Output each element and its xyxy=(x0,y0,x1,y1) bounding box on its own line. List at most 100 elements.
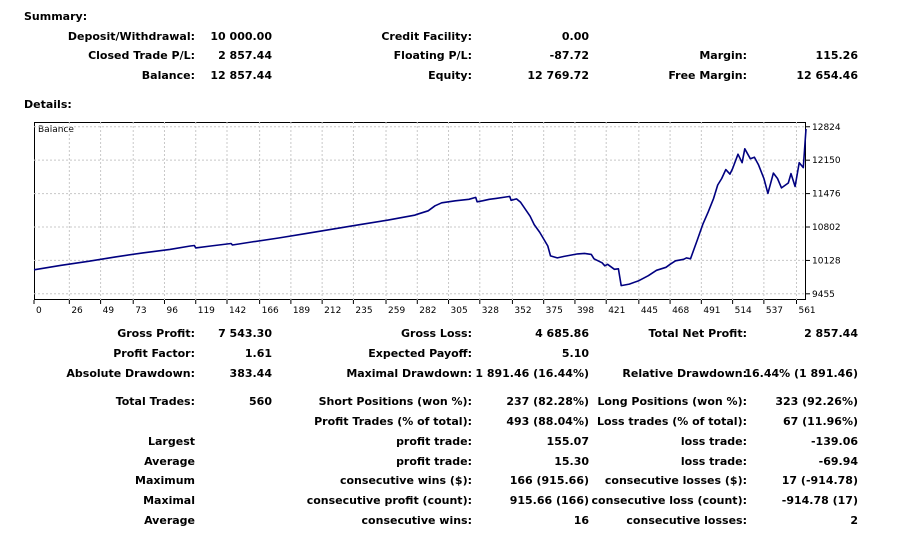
details-label: Largest xyxy=(148,435,195,448)
summary-label: Free Margin: xyxy=(668,69,747,82)
summary-label: Balance: xyxy=(141,69,195,82)
x-tick-label: 328 xyxy=(482,306,499,316)
details-label: Average xyxy=(144,514,195,527)
details-value: 7 543.30 xyxy=(218,327,272,340)
details-label: consecutive loss (count): xyxy=(591,494,747,507)
x-tick-label: 398 xyxy=(577,306,594,316)
details-label: consecutive wins ($): xyxy=(339,474,472,487)
y-tick-label: 12824 xyxy=(812,123,841,133)
details-value: -139.06 xyxy=(810,435,858,448)
x-tick-label: 259 xyxy=(388,306,405,316)
y-tick-label: 12150 xyxy=(812,156,841,166)
x-tick-label: 96 xyxy=(166,306,178,316)
details-label: Profit Factor: xyxy=(113,347,195,360)
x-tick-label: 119 xyxy=(198,306,215,316)
summary-label: Closed Trade P/L: xyxy=(88,49,195,62)
x-tick-label: 421 xyxy=(608,306,625,316)
details-value: 237 (82.28%) xyxy=(506,395,589,408)
x-tick-label: 468 xyxy=(672,306,689,316)
summary-value: 0.00 xyxy=(561,30,589,43)
details-value: 166 (915.66) xyxy=(509,474,589,487)
x-tick-label: 73 xyxy=(135,306,146,316)
details-value: -69.94 xyxy=(818,455,858,468)
x-tick-label: 235 xyxy=(355,306,372,316)
details-value: 2 xyxy=(850,514,858,527)
x-tick-label: 375 xyxy=(546,306,563,316)
details-value: 4 685.86 xyxy=(535,327,589,340)
details-label: profit trade: xyxy=(396,455,472,468)
details-label: consecutive losses: xyxy=(626,514,747,527)
x-tick-label: 561 xyxy=(798,306,815,316)
details-value: 2 857.44 xyxy=(804,327,858,340)
summary-heading: Summary: xyxy=(24,10,88,23)
details-value: 915.66 (166) xyxy=(509,494,589,507)
x-tick-label: 142 xyxy=(229,306,246,316)
details-label: Expected Payoff: xyxy=(368,347,472,360)
summary-label: Deposit/Withdrawal: xyxy=(67,30,195,43)
details-value: 323 (92.26%) xyxy=(775,395,858,408)
x-tick-label: 537 xyxy=(766,306,783,316)
details-value: 16 xyxy=(573,514,589,527)
details-label: Maximal Drawdown: xyxy=(346,367,472,380)
details-label: Maximum xyxy=(135,474,195,487)
x-tick-label: 514 xyxy=(735,306,752,316)
x-tick-label: 445 xyxy=(641,306,658,316)
x-tick-label: 49 xyxy=(103,306,115,316)
x-tick-label: 305 xyxy=(451,306,468,316)
summary-value: 12 769.72 xyxy=(527,69,589,82)
x-tick-label: 166 xyxy=(262,306,279,316)
details-label: consecutive profit (count): xyxy=(306,494,472,507)
details-label: Maximal xyxy=(143,494,195,507)
details-label: Total Net Profit: xyxy=(648,327,748,340)
y-tick-label: 10802 xyxy=(812,223,841,233)
details-label: Loss trades (% of total): xyxy=(596,415,747,428)
details-label: consecutive losses ($): xyxy=(604,474,747,487)
details-label: Total Trades: xyxy=(115,395,195,408)
details-value: 1.61 xyxy=(244,347,272,360)
details-value: 383.44 xyxy=(229,367,272,380)
y-tick-label: 9455 xyxy=(812,290,835,300)
details-label: Average xyxy=(144,455,195,468)
summary-label: Credit Facility: xyxy=(381,30,472,43)
details-value: 16.44% (1 891.46) xyxy=(744,367,858,380)
details-label: profit trade: xyxy=(396,435,472,448)
balance-chart xyxy=(34,122,806,300)
x-tick-label: 352 xyxy=(514,306,531,316)
x-tick-label: 491 xyxy=(703,306,720,316)
summary-label: Equity: xyxy=(428,69,472,82)
details-value: 15.30 xyxy=(554,455,589,468)
details-label: Long Positions (won %): xyxy=(597,395,747,408)
details-label: Short Positions (won %): xyxy=(318,395,472,408)
summary-value: 12 654.46 xyxy=(796,69,858,82)
details-label: Absolute Drawdown: xyxy=(66,367,195,380)
details-label: consecutive wins: xyxy=(361,514,472,527)
x-tick-label: 212 xyxy=(324,306,341,316)
summary-value: 12 857.44 xyxy=(210,69,272,82)
details-label: Relative Drawdown: xyxy=(622,367,747,380)
chart-legend: Balance xyxy=(38,125,74,135)
balance-series-line xyxy=(33,128,807,287)
details-value: 1 891.46 (16.44%) xyxy=(475,367,589,380)
summary-label: Margin: xyxy=(699,49,747,62)
details-label: Profit Trades (% of total): xyxy=(314,415,472,428)
summary-label: Floating P/L: xyxy=(393,49,472,62)
y-tick-label: 10128 xyxy=(812,256,841,266)
details-label: Gross Loss: xyxy=(401,327,472,340)
details-label: loss trade: xyxy=(680,435,747,448)
details-value: 493 (88.04%) xyxy=(506,415,589,428)
details-value: 560 xyxy=(249,395,272,408)
details-value: 155.07 xyxy=(546,435,589,448)
x-tick-label: 189 xyxy=(293,306,310,316)
summary-value: 2 857.44 xyxy=(218,49,272,62)
details-value: 5.10 xyxy=(561,347,589,360)
x-tick-label: 26 xyxy=(71,306,83,316)
details-heading: Details: xyxy=(24,98,72,111)
x-tick-label: 0 xyxy=(36,306,42,316)
details-value: -914.78 (17) xyxy=(781,494,858,507)
details-value: 17 (-914.78) xyxy=(781,474,858,487)
details-label: Gross Profit: xyxy=(117,327,195,340)
x-tick-label: 282 xyxy=(419,306,436,316)
details-value: 67 (11.96%) xyxy=(782,415,858,428)
summary-value: 115.26 xyxy=(815,49,858,62)
